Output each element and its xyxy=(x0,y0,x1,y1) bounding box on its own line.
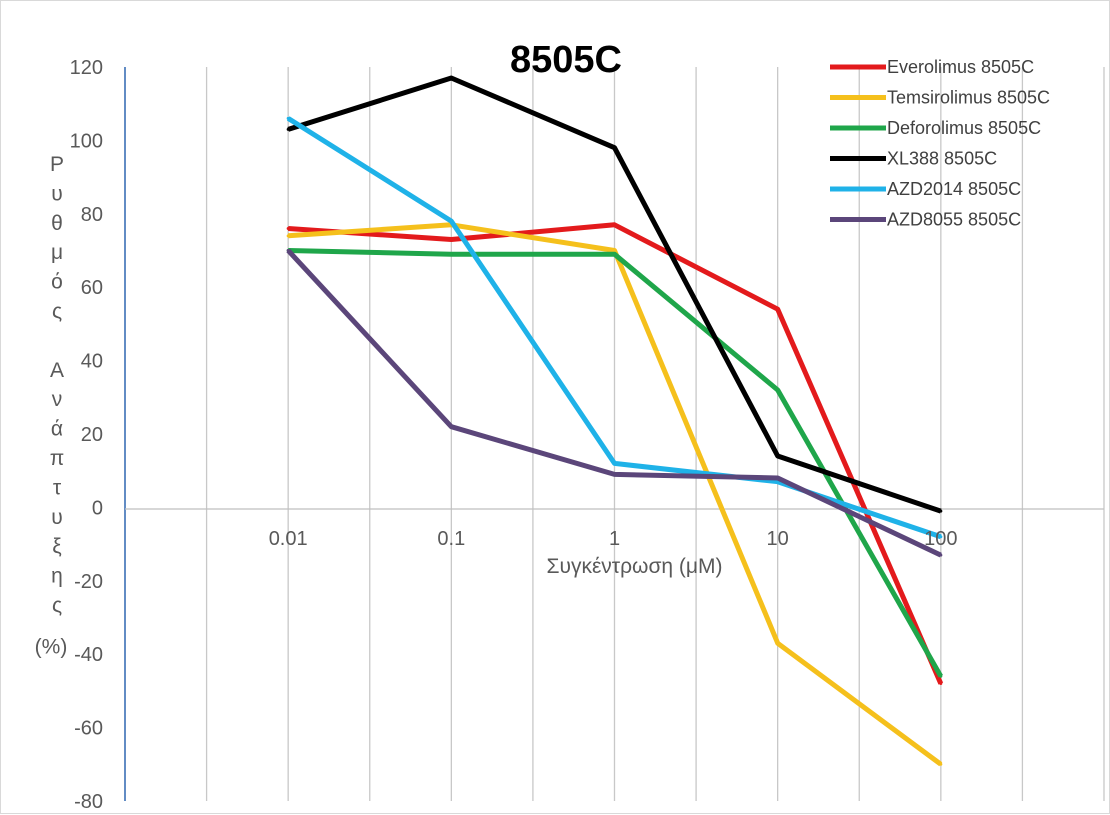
data-point xyxy=(286,226,290,230)
data-point xyxy=(776,476,780,480)
x-tick-label: 1 xyxy=(609,528,620,550)
data-point xyxy=(286,116,290,120)
legend-label: XL388 8505C xyxy=(887,149,997,169)
x-tick-label: 0.1 xyxy=(437,528,465,550)
y-tick-label: 0 xyxy=(92,497,103,519)
legend-label: AZD8055 8505C xyxy=(887,210,1021,230)
y-tick-label: -60 xyxy=(74,718,103,740)
legend: Everolimus 8505C Temsirolimus 8505C Deforo… xyxy=(830,57,1050,230)
data-series xyxy=(286,75,944,767)
chart-title: 8505C xyxy=(510,39,622,81)
data-point xyxy=(449,252,453,256)
data-point xyxy=(449,425,453,429)
y-axis-title-char: μ xyxy=(51,241,63,264)
y-axis-title-char: ν xyxy=(52,388,63,411)
axis-labels: -80 -60 -40 -20 0 20 40 60 80 100 120 0.01 0.1 1 10 100… xyxy=(35,57,958,813)
data-point xyxy=(449,237,453,241)
y-axis-title-char: ς xyxy=(52,594,62,617)
y-tick-label: 100 xyxy=(70,130,103,152)
y-tick-label: 80 xyxy=(81,204,103,226)
legend-label: Everolimus 8505C xyxy=(887,57,1034,77)
y-tick-label: 20 xyxy=(81,424,103,446)
data-point xyxy=(613,249,616,252)
legend-label: AZD2014 8505C xyxy=(887,179,1021,199)
data-point xyxy=(939,553,943,557)
data-point xyxy=(776,641,780,645)
data-point xyxy=(776,388,780,392)
y-axis-title-char: ξ xyxy=(52,535,61,558)
y-axis-title-char: τ xyxy=(53,476,62,499)
x-tick-label: 0.01 xyxy=(269,528,308,550)
y-tick-label: -40 xyxy=(74,644,103,666)
data-point xyxy=(939,762,943,766)
data-point xyxy=(939,509,943,513)
y-tick-label: 120 xyxy=(70,57,103,79)
y-tick-label: 40 xyxy=(81,351,103,373)
data-point xyxy=(776,307,780,311)
y-axis-title-char: θ xyxy=(51,212,63,235)
legend-label: Deforolimus 8505C xyxy=(887,118,1041,138)
data-point xyxy=(613,252,616,256)
data-point xyxy=(613,146,616,150)
data-point xyxy=(776,454,780,458)
y-tick-label: -80 xyxy=(74,791,103,813)
data-point xyxy=(449,76,453,80)
y-axis-title-char: ά xyxy=(51,418,63,441)
data-point xyxy=(939,535,943,539)
x-tick-label: 100 xyxy=(924,528,957,550)
y-axis-title-char: υ xyxy=(51,182,62,205)
data-point xyxy=(613,472,616,476)
data-point xyxy=(449,219,453,223)
data-point xyxy=(939,682,943,686)
x-tick-label: 10 xyxy=(767,528,789,550)
y-tick-label: 60 xyxy=(81,277,103,299)
data-point xyxy=(286,234,290,238)
y-axis-title-char: (%) xyxy=(35,635,68,658)
y-axis-title-char: Α xyxy=(50,359,64,382)
y-axis-title-char: π xyxy=(50,447,65,470)
y-tick-label: -20 xyxy=(74,571,103,593)
y-axis-title-char: Ρ xyxy=(50,153,64,176)
data-point xyxy=(939,674,943,678)
data-point xyxy=(613,461,616,465)
legend-label: Temsirolimus 8505C xyxy=(887,88,1050,108)
y-axis-title-char: υ xyxy=(51,506,62,529)
data-point xyxy=(286,127,290,131)
y-axis-title-char: ς xyxy=(52,300,62,323)
y-axis-title-char: ό xyxy=(51,271,63,294)
x-axis-title: Συγκέντρωση (μM) xyxy=(546,555,722,578)
data-point xyxy=(286,249,290,252)
y-axis-title-char: η xyxy=(51,565,63,588)
gridlines xyxy=(205,67,1105,801)
data-point xyxy=(613,223,616,227)
